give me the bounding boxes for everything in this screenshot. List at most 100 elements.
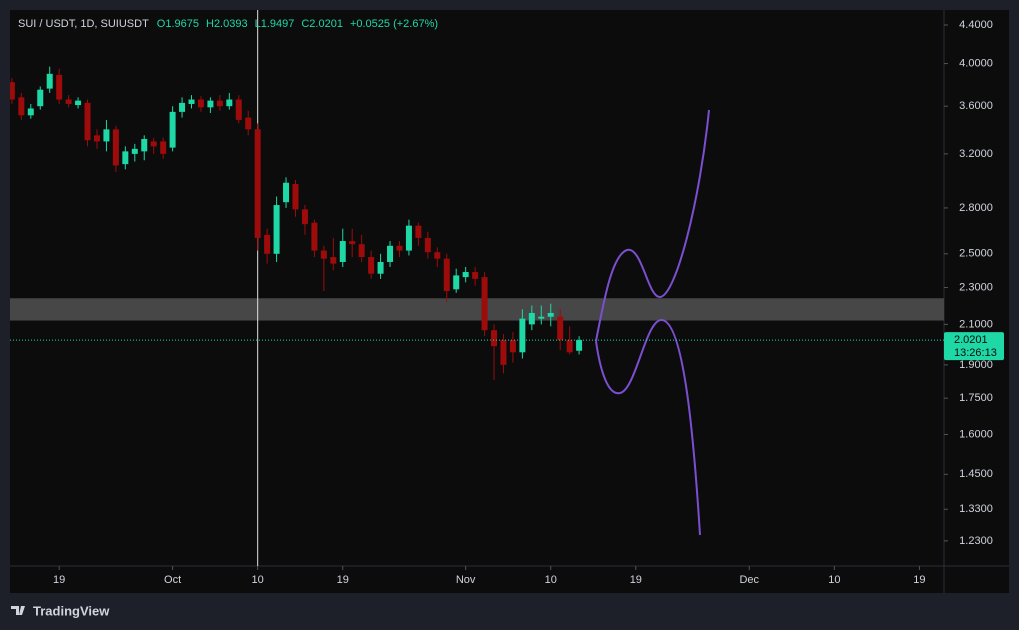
candle-body bbox=[576, 340, 583, 351]
candle-body bbox=[387, 245, 394, 262]
ohlc-value: C2.0201 bbox=[301, 18, 343, 30]
candle-body bbox=[273, 205, 280, 254]
candle-body bbox=[27, 108, 34, 116]
candle-body bbox=[179, 102, 186, 112]
candle-body bbox=[207, 100, 214, 108]
candle-body bbox=[93, 135, 100, 142]
candle-body bbox=[368, 257, 375, 274]
candle-body bbox=[84, 102, 91, 141]
candle-body bbox=[169, 111, 176, 148]
y-tick-label: 2.1000 bbox=[959, 318, 993, 330]
candle-body bbox=[150, 141, 157, 147]
candle-body bbox=[405, 225, 412, 251]
x-tick-label: 19 bbox=[53, 574, 65, 586]
x-tick-label: 10 bbox=[252, 574, 264, 586]
x-tick-label: 10 bbox=[828, 574, 840, 586]
y-tick-label: 2.8000 bbox=[959, 202, 993, 214]
candle-body bbox=[462, 272, 469, 278]
candle-body bbox=[547, 312, 554, 317]
x-tick-label: 19 bbox=[630, 574, 642, 586]
zone bbox=[10, 298, 944, 321]
y-tick-label: 3.2000 bbox=[959, 148, 993, 160]
x-tick-label: Oct bbox=[164, 574, 181, 586]
candle-body bbox=[292, 184, 299, 210]
brand-name: TradingView bbox=[33, 603, 110, 618]
candle-body bbox=[141, 138, 148, 152]
countdown-label: 13:26:13 bbox=[954, 347, 997, 359]
candle-body bbox=[500, 340, 507, 365]
candle-body bbox=[103, 129, 110, 142]
y-tick-label: 4.0000 bbox=[959, 57, 993, 69]
ohlc-value: L1.9497 bbox=[255, 18, 295, 30]
candle-body bbox=[453, 275, 460, 290]
candle-body bbox=[311, 222, 318, 251]
last-price-label: 2.0201 bbox=[954, 334, 988, 346]
candle-body bbox=[37, 89, 44, 107]
candle-body bbox=[264, 234, 271, 254]
y-tick-label: 1.3300 bbox=[959, 503, 993, 515]
candle-body bbox=[339, 241, 346, 262]
candle-body bbox=[112, 129, 119, 166]
candle-body bbox=[509, 340, 516, 353]
plot-area bbox=[10, 10, 944, 566]
candle-body bbox=[188, 99, 195, 104]
ohlc-value: O1.9675 bbox=[157, 18, 199, 30]
candle-body bbox=[75, 100, 82, 106]
candle-body bbox=[481, 277, 488, 331]
candle-body bbox=[283, 182, 290, 203]
projection-curve bbox=[595, 319, 701, 536]
brand: TradingView bbox=[11, 603, 110, 618]
candle-body bbox=[434, 252, 441, 259]
y-tick-label: 1.9000 bbox=[959, 359, 993, 371]
candle-body bbox=[415, 225, 422, 238]
candle-body bbox=[443, 258, 450, 292]
candle-body bbox=[519, 318, 526, 353]
candle-body bbox=[131, 148, 138, 154]
candle-body bbox=[56, 74, 63, 100]
candle-body bbox=[320, 250, 327, 259]
ohlc-value: H2.0393 bbox=[206, 18, 248, 30]
candle-body bbox=[235, 99, 242, 120]
candle-body bbox=[216, 100, 223, 107]
x-tick-label: Nov bbox=[456, 574, 476, 586]
candle-body bbox=[10, 82, 15, 100]
x-tick-label: 19 bbox=[337, 574, 349, 586]
y-tick-label: 2.5000 bbox=[959, 248, 993, 260]
candle-body bbox=[491, 330, 498, 347]
ohlc-value: +0.0525 (+2.67%) bbox=[350, 18, 438, 30]
candle-body bbox=[301, 209, 308, 225]
header: SUI / USDT, 1D, SUIUSDT O1.9675 H2.0393 L1.… bbox=[18, 18, 438, 30]
candle-body bbox=[65, 99, 72, 104]
candle-body bbox=[226, 99, 233, 107]
y-tick-label: 2.3000 bbox=[959, 281, 993, 293]
candle-body bbox=[46, 73, 53, 89]
candle-body bbox=[538, 316, 545, 319]
candle-body bbox=[330, 257, 337, 264]
candle-body bbox=[566, 340, 573, 353]
candle-body bbox=[396, 245, 403, 251]
candle-body bbox=[358, 244, 365, 258]
candle-body bbox=[254, 129, 261, 238]
brand-logo bbox=[11, 606, 25, 615]
y-tick-label: 3.6000 bbox=[959, 100, 993, 112]
last-price-box bbox=[944, 332, 1004, 361]
x-tick-label: 10 bbox=[545, 574, 557, 586]
y-tick-label: 1.6000 bbox=[959, 428, 993, 440]
y-tick-label: 1.4500 bbox=[959, 468, 993, 480]
candle-body bbox=[18, 97, 25, 116]
candle-body bbox=[349, 241, 356, 245]
candle-body bbox=[197, 99, 204, 108]
x-tick-label: 19 bbox=[913, 574, 925, 586]
symbol: SUI / USDT, 1D, SUIUSDT bbox=[18, 18, 149, 30]
candle-body bbox=[557, 316, 564, 341]
x-tick-label: Dec bbox=[739, 574, 759, 586]
candle-body bbox=[424, 237, 431, 253]
candle-body bbox=[122, 151, 129, 165]
candle-body bbox=[245, 117, 252, 130]
y-tick-label: 4.4000 bbox=[959, 19, 993, 31]
candle-body bbox=[528, 312, 535, 325]
y-tick-label: 1.7500 bbox=[959, 392, 993, 404]
projection-curve bbox=[595, 109, 710, 342]
